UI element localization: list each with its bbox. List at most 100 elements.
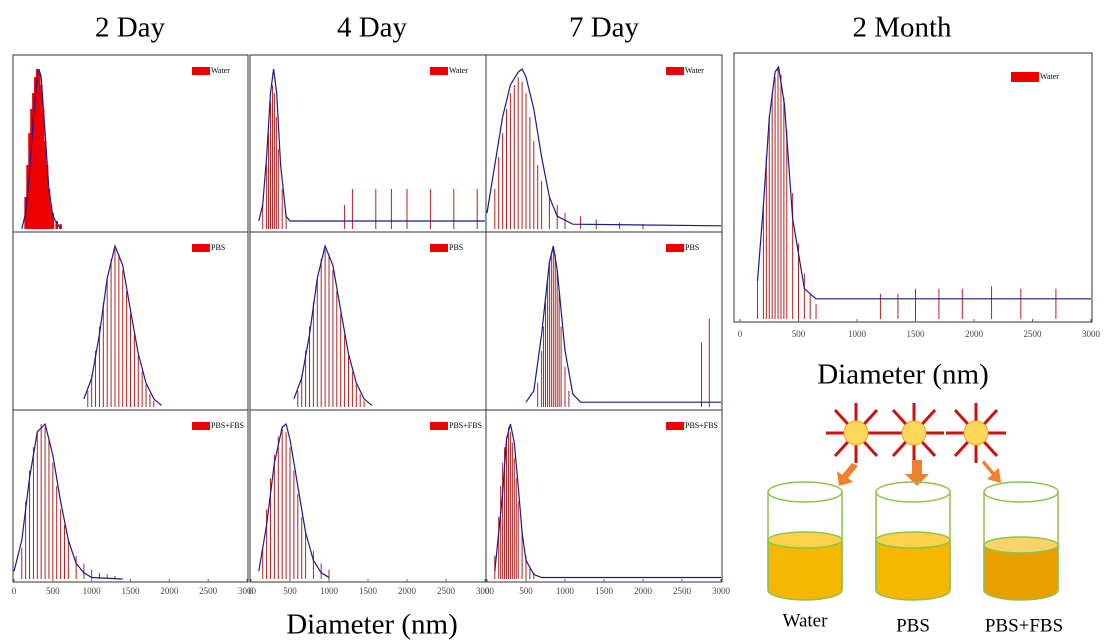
- bar: [515, 478, 517, 579]
- bar: [25, 501, 27, 579]
- legend-swatch: [1011, 72, 1039, 82]
- bar: [548, 197, 550, 229]
- bar: [363, 400, 365, 407]
- bar: [34, 77, 37, 229]
- bar: [262, 548, 264, 579]
- bar: [556, 205, 558, 229]
- bar: [517, 77, 519, 229]
- bar: [277, 436, 279, 579]
- bar: [915, 288, 916, 319]
- bar: [98, 572, 100, 579]
- panel: Water: [12, 54, 249, 233]
- bar: [792, 193, 794, 319]
- bar: [60, 509, 62, 579]
- panel: PBS+FBS 0 500 1000 1500 2000 2500 3000: [12, 409, 257, 596]
- bar: [359, 394, 361, 407]
- bar: [43, 141, 47, 229]
- bar: [701, 342, 702, 407]
- x-tick-label: 1000: [320, 586, 339, 596]
- bar: [328, 569, 330, 579]
- arrow: [982, 460, 1001, 483]
- fit-line: [525, 245, 721, 403]
- bar: [762, 205, 764, 319]
- bar: [558, 294, 560, 407]
- x-tick-label: 0: [12, 586, 17, 596]
- fit-line: [756, 65, 1091, 300]
- legend-swatch: [666, 422, 684, 430]
- x-tick-label: 500: [519, 586, 533, 596]
- fit-line: [293, 244, 373, 406]
- bar: [114, 575, 116, 579]
- bar: [537, 165, 539, 229]
- bar: [21, 548, 23, 579]
- panel: PBS: [485, 231, 723, 411]
- legend-label: PBS+FBS: [685, 421, 718, 430]
- bar: [780, 74, 782, 319]
- legend-label: Water: [449, 66, 468, 75]
- bar: [506, 436, 507, 579]
- bar: [273, 455, 275, 579]
- x-tick-label: 1500: [122, 586, 141, 596]
- x-tick-label: 3000: [238, 586, 257, 596]
- legend-label: Water: [1040, 72, 1059, 81]
- panel-frame: [12, 409, 249, 583]
- bar: [39, 85, 43, 229]
- legend-label: PBS+FBS: [449, 421, 482, 430]
- bar: [83, 563, 85, 579]
- x-tick-label: 1500: [359, 586, 378, 596]
- x-tick-label: 2500: [673, 586, 692, 596]
- bar: [961, 288, 963, 319]
- bar: [554, 254, 556, 407]
- bar: [262, 205, 264, 229]
- panel: Water: [249, 54, 487, 233]
- fit-line: [258, 68, 485, 222]
- bar: [498, 517, 500, 579]
- bar: [504, 447, 506, 579]
- x-tick-label: 2000: [398, 586, 417, 596]
- panel-frame: [249, 409, 487, 583]
- bar: [533, 141, 535, 229]
- bar: [149, 394, 151, 407]
- legend-label: PBS: [685, 243, 699, 252]
- legend-swatch: [430, 67, 448, 75]
- x-tick-label: 0: [249, 586, 254, 596]
- x-tick-label: 0: [738, 329, 743, 339]
- bar: [529, 566, 531, 579]
- bar: [556, 270, 558, 407]
- bar: [991, 286, 993, 319]
- legend-label: PBS: [449, 243, 463, 252]
- x-axis-label: Diameter (nm): [817, 359, 989, 391]
- bar: [59, 224, 62, 229]
- bar: [340, 313, 342, 407]
- column-title: 4 Day: [337, 12, 408, 44]
- bar: [324, 249, 326, 407]
- panel: PBS+FBS 0 500 1000 1500 2000 2500 3000: [249, 409, 495, 596]
- bar: [502, 462, 504, 579]
- bar: [619, 222, 621, 229]
- bar: [271, 85, 273, 229]
- bar: [145, 384, 147, 407]
- bar: [285, 431, 287, 579]
- bar: [41, 109, 45, 229]
- bar: [275, 117, 277, 229]
- x-tick-label: 500: [46, 586, 60, 596]
- bar: [32, 93, 35, 229]
- x-tick-label: 500: [792, 329, 806, 339]
- bar: [568, 390, 570, 407]
- legend-swatch: [430, 422, 448, 430]
- x-tick-label: 2000: [965, 329, 984, 339]
- bar: [91, 569, 93, 579]
- bar: [757, 281, 759, 319]
- bar: [141, 371, 143, 407]
- bar: [273, 93, 275, 229]
- column-title: 2 Day: [95, 12, 166, 44]
- bar: [281, 427, 283, 579]
- bar: [560, 326, 562, 407]
- bar: [277, 149, 279, 229]
- bar: [521, 81, 523, 229]
- bar: [564, 366, 566, 407]
- bar: [509, 431, 511, 579]
- bar: [312, 551, 314, 579]
